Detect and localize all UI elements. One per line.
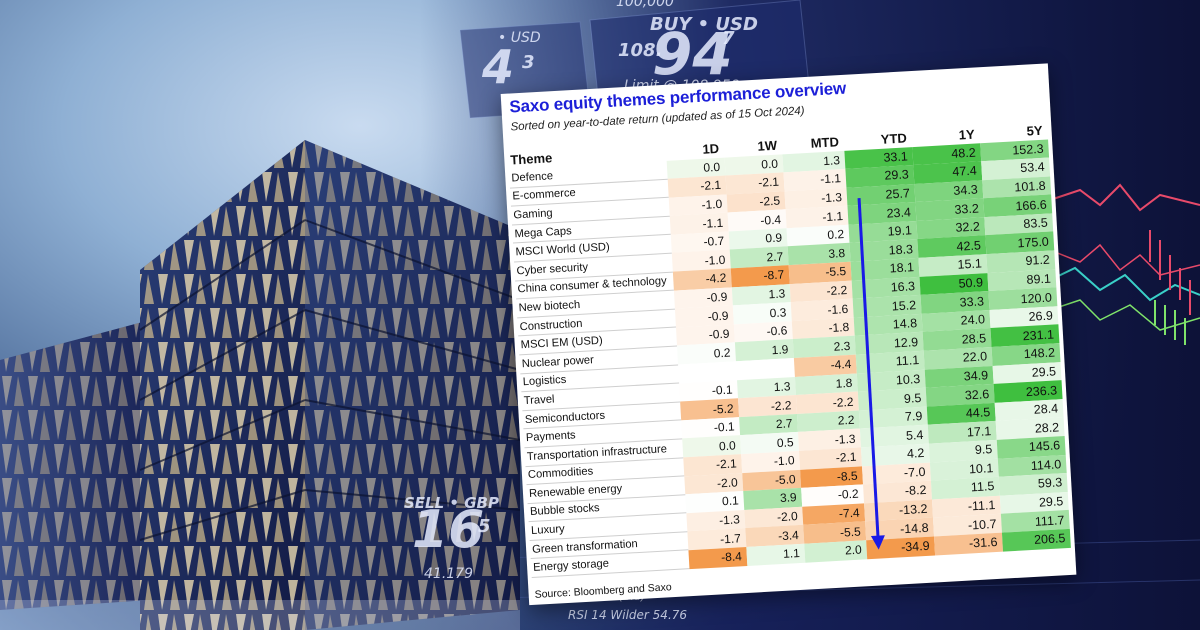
header-mtd: MTD [810, 134, 840, 151]
themes-card-wrapper: Saxo equity themes performance overview … [500, 51, 1079, 607]
ticker-price-big: 94 [652, 20, 733, 88]
header-1w: 1W [757, 137, 778, 154]
value-cell-mtd: 2.0 [804, 540, 868, 563]
ticker-left-label: • USD [498, 30, 541, 46]
ticker-left-sup: 3 [522, 52, 535, 73]
value-cell-d1: -8.4 [688, 546, 748, 569]
ticker-rsi-text: RSI 14 Wilder 54.76 [568, 608, 688, 622]
ticker-price-prefix: 108. [618, 40, 663, 61]
value-cell-ytd: -34.9 [866, 536, 936, 559]
ticker-gbp-digits: 16 [412, 500, 485, 560]
themes-table: Theme 1D 1W MTD YTD 1Y 5Y Defence 0.0 0.0 1… [508, 116, 1071, 579]
ticker-buy-label: BUY • USD [650, 14, 758, 35]
ticker-gbp-label: SELL • GBP [404, 494, 499, 512]
source-note: Source: Bloomberg and Saxo [534, 581, 672, 601]
ticker-gbp-sub: 41.179 [424, 566, 473, 582]
value-cell-y5: 206.5 [1001, 528, 1071, 552]
ticker-top-value: 100,000 [616, 0, 674, 10]
value-cell-w1: 1.1 [746, 543, 806, 566]
themes-performance-card: Saxo equity themes performance overview … [500, 63, 1077, 606]
value-cell-y1: -31.6 [934, 532, 1003, 556]
ticker-gbp-sup: 5 [478, 516, 491, 537]
ticker-price-sup: 7 [722, 28, 735, 49]
header-1d: 1D [702, 140, 720, 157]
ticker-left-digits: 4 [482, 40, 515, 94]
